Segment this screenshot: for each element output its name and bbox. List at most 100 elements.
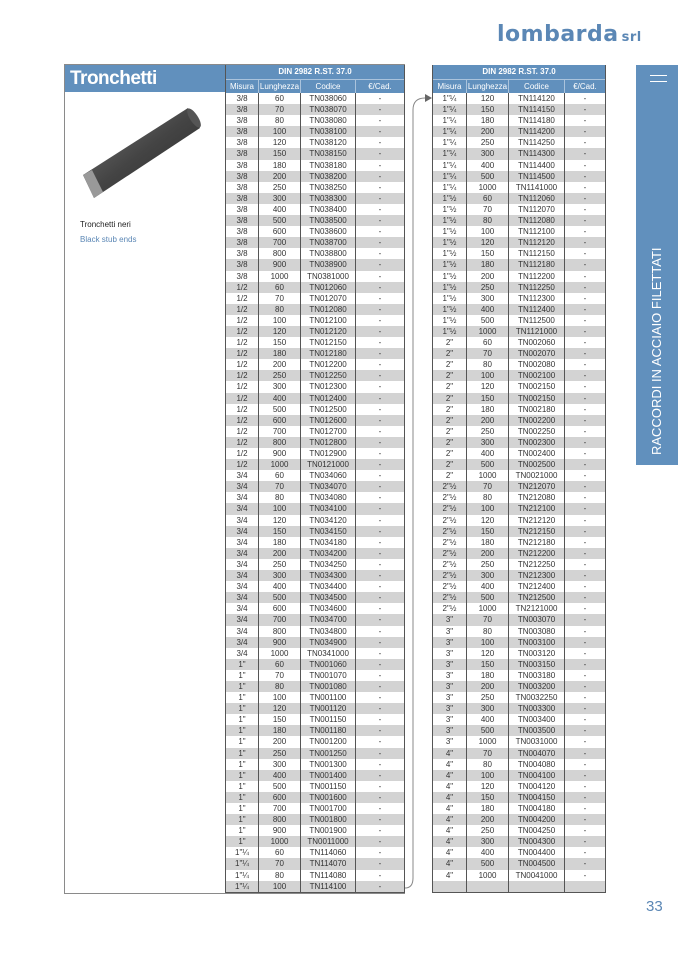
price-cell: - [378,582,382,592]
lunghezza-cell: 300 [259,192,301,204]
table-row: 1/2 500 TN012500 - [226,403,404,415]
lunghezza-cell: 800 [259,625,301,637]
misura-cell: 1"½ [433,215,467,227]
codice-cell: TN034600 [301,603,356,615]
price-cell: - [583,726,587,736]
misura-cell: 1/2 [226,337,259,349]
codice-cell: TN114070 [301,858,356,870]
price-cell: - [583,759,587,769]
table-row: 1/2 150 TN012150 - [226,337,404,349]
table-row: 1" 250 TN001250 - [226,747,404,759]
lunghezza-cell: 1000 [259,459,301,471]
table-row: 1"¼ 180 TN114180 - [433,115,605,127]
codice-cell: TN0041000 [509,869,565,881]
lunghezza-cell: 400 [259,581,301,593]
codice-cell: TN034120 [301,514,356,526]
table-row: 3/4 500 TN034500 - [226,592,404,604]
misura-cell: 1/2 [226,370,259,382]
codice-cell [509,880,565,892]
table-row: 1"½ 80 TN112080 - [433,215,605,227]
continuation-arrow-icon [404,94,432,889]
misura-cell: 3/4 [226,547,259,559]
lunghezza-cell: 500 [467,314,509,326]
lunghezza-cell: 70 [259,481,301,493]
lunghezza-cell: 500 [467,592,509,604]
lunghezza-cell: 300 [467,836,509,848]
table-column-headers: Misura Lunghezza Codice €/Cad. [226,80,404,93]
codice-cell: TN038700 [301,237,356,249]
misura-cell: 2" [433,425,467,437]
misura-cell: 3/8 [226,237,259,249]
misura-cell: 1" [226,825,259,837]
table-row: 3" 300 TN003300 - [433,703,605,715]
price-cell: - [583,238,587,248]
price-cell: - [583,559,587,569]
codice-cell: TN038200 [301,170,356,182]
codice-cell: TN212180 [509,536,565,548]
price-cell: - [583,426,587,436]
codice-cell: TN112200 [509,270,565,282]
price-cell: - [583,859,587,869]
lunghezza-cell: 200 [259,547,301,559]
misura-cell: 2"½ [433,503,467,515]
codice-cell: TN034700 [301,614,356,626]
lunghezza-cell: 150 [259,714,301,726]
table-row: 1"½ 1000 TN1121000 - [433,325,605,338]
price-cell: - [583,293,587,303]
codice-cell: TN012060 [301,281,356,293]
table-row: 1" 400 TN001400 - [226,769,404,781]
price-cell: - [378,238,382,248]
stub-end-pipe-image [83,108,201,198]
table-row: 3/4 600 TN034600 - [226,603,404,615]
lunghezza-cell: 200 [259,359,301,371]
price-cell: - [583,105,587,115]
codice-cell: TN012600 [301,414,356,426]
lunghezza-cell: 150 [467,525,509,537]
misura-cell: 2"½ [433,581,467,593]
table-row: 1"¼ 150 TN114150 - [433,104,605,116]
misura-cell: 1"¼ [433,148,467,160]
price-cell: - [378,127,382,137]
misura-cell: 4" [433,747,467,759]
codice-cell: TN003300 [509,703,565,715]
table-row: 1" 120 TN001120 - [226,703,404,715]
table-row: 1"¼ 300 TN114300 - [433,148,605,160]
misura-cell [433,880,467,892]
misura-cell: 3/8 [226,270,259,282]
table-row: 2" 1000 TN0021000 - [433,470,605,482]
lunghezza-cell: 80 [467,215,509,227]
table-row: 2"½ 100 TN212100 - [433,503,605,515]
price-cell: - [583,615,587,625]
table-row: 3" 400 TN003400 - [433,714,605,726]
price-cell: - [583,504,587,514]
lunghezza-cell: 250 [467,558,509,571]
lunghezza-cell: 300 [467,436,509,448]
lunghezza-cell: 250 [259,370,301,382]
codice-cell: TN038500 [301,215,356,227]
double-line-icon [650,75,667,82]
codice-cell: TN002100 [509,370,565,382]
misura-cell: 1"½ [433,237,467,249]
lunghezza-cell: 600 [259,226,301,238]
misura-cell: 1"½ [433,281,467,293]
lunghezza-cell: 300 [467,148,509,160]
lunghezza-cell: 400 [259,769,301,781]
table-row: 2" 250 TN002250 - [433,425,605,437]
price-cell: - [378,338,382,348]
lunghezza-cell: 1000 [467,603,509,615]
price-cell: - [378,293,382,303]
codice-cell: TN003120 [509,647,565,659]
table-standard-header: DIN 2982 R.ST. 37.0 [226,65,404,80]
lunghezza-cell: 700 [259,237,301,249]
lunghezza-cell: 200 [467,680,509,693]
misura-cell: 1" [226,703,259,715]
table-row: 3/8 150 TN038150 - [226,148,404,160]
codice-cell: TN034200 [301,547,356,559]
codice-cell: TN001070 [301,669,356,681]
table-row: 2"½ 200 TN212200 - [433,547,605,559]
misura-cell: 1"½ [433,270,467,282]
price-cell: - [583,360,587,370]
table-row: 3" 80 TN003080 - [433,625,605,637]
misura-cell: 2" [433,470,467,482]
codice-cell: TN002250 [509,425,565,437]
